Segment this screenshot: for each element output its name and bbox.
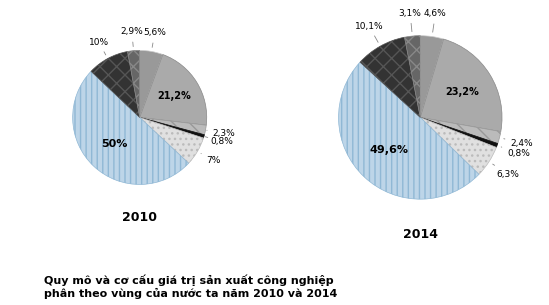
Text: Quy mô và cơ cấu giá trị sản xuất công nghiệp
phân theo vùng của nước ta năm 201: Quy mô và cơ cấu giá trị sản xuất công n…: [44, 274, 337, 299]
Wedge shape: [139, 117, 204, 163]
Text: 0,8%: 0,8%: [205, 137, 233, 146]
Text: 3,1%: 3,1%: [399, 9, 422, 32]
Text: 2010: 2010: [122, 211, 157, 224]
Wedge shape: [421, 117, 498, 147]
Text: 5,6%: 5,6%: [143, 28, 166, 47]
Wedge shape: [127, 50, 139, 117]
Text: 23,2%: 23,2%: [445, 87, 479, 97]
Text: 7%: 7%: [201, 153, 221, 165]
Wedge shape: [91, 52, 139, 117]
Text: 21,2%: 21,2%: [157, 92, 191, 101]
Text: 2,9%: 2,9%: [120, 27, 143, 47]
Wedge shape: [405, 36, 421, 117]
Text: 2,4%: 2,4%: [504, 139, 533, 148]
Text: 2014: 2014: [403, 228, 438, 241]
Wedge shape: [139, 117, 204, 138]
Text: 50%: 50%: [101, 139, 127, 149]
Wedge shape: [139, 117, 206, 135]
Text: 6,3%: 6,3%: [492, 164, 520, 179]
Wedge shape: [421, 39, 502, 131]
Wedge shape: [139, 55, 207, 125]
Wedge shape: [360, 37, 421, 117]
Wedge shape: [421, 117, 496, 174]
Wedge shape: [139, 50, 163, 117]
Text: 10,1%: 10,1%: [355, 22, 383, 42]
Text: 49,6%: 49,6%: [370, 145, 409, 155]
Wedge shape: [421, 117, 501, 144]
Text: 0,8%: 0,8%: [501, 147, 530, 158]
Text: 4,6%: 4,6%: [424, 9, 447, 32]
Wedge shape: [339, 62, 479, 199]
Text: 10%: 10%: [89, 38, 109, 55]
Wedge shape: [421, 36, 444, 117]
Text: 2,3%: 2,3%: [207, 129, 236, 138]
Wedge shape: [72, 71, 189, 185]
